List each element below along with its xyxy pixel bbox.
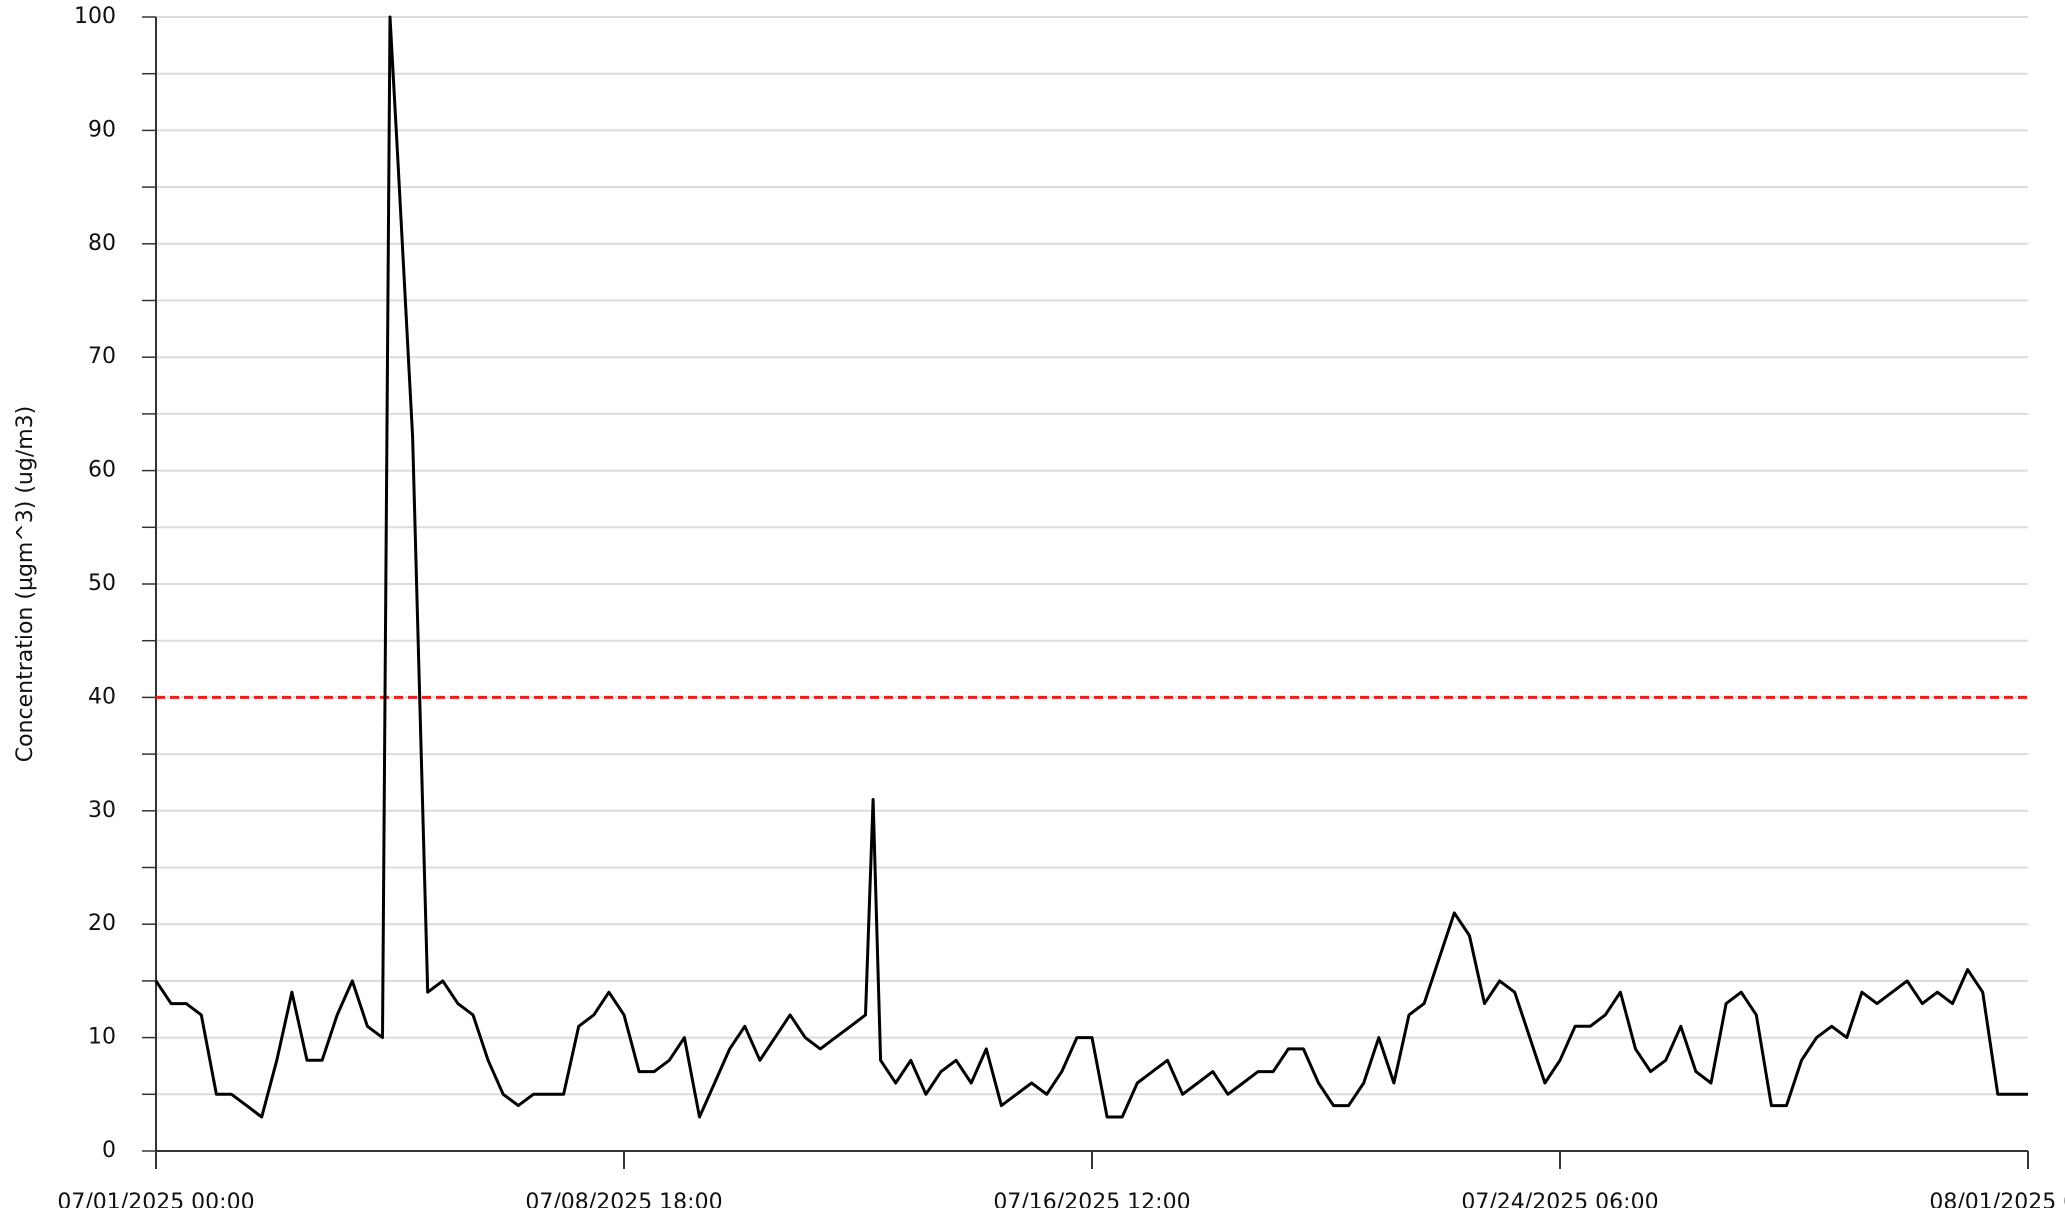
- y-tick-label: 30: [88, 798, 116, 823]
- y-tick-label: 0: [102, 1138, 116, 1163]
- y-tick-label: 10: [88, 1025, 116, 1050]
- data-line: [154, 15, 2028, 1119]
- x-tick-label: 07/01/2025 00:00: [57, 1190, 254, 1208]
- y-tick-label: 20: [88, 911, 116, 936]
- y-tick-label: 40: [88, 684, 116, 709]
- x-tick-label: 07/16/2025 12:00: [993, 1190, 1190, 1208]
- x-tick-label: 07/24/2025 06:00: [1461, 1190, 1658, 1208]
- x-tick-label: 07/08/2025 18:00: [525, 1190, 722, 1208]
- y-tick-label: 50: [88, 571, 116, 596]
- y-tick-label: 60: [88, 458, 116, 483]
- x-tick-label: 08/01/2025 00:00: [1929, 1190, 2065, 1208]
- y-tick-label: 100: [74, 4, 116, 29]
- y-tick-label: 70: [88, 344, 116, 369]
- y-axis-label: Concentration (µgm^3) (ug/m3): [13, 406, 38, 763]
- y-tick-label: 80: [88, 231, 116, 256]
- y-tick-label: 90: [88, 117, 116, 142]
